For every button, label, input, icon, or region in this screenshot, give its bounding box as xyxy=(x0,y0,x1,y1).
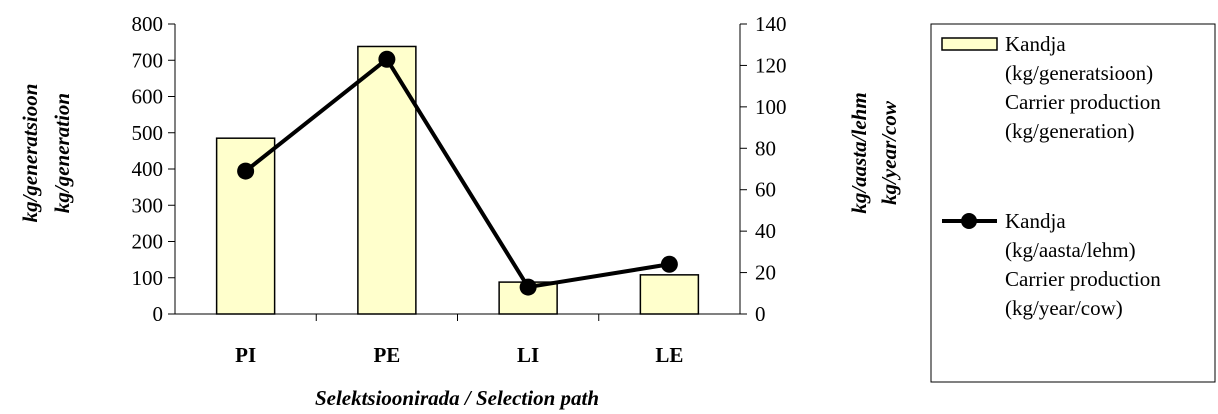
line-point-pe xyxy=(378,50,396,68)
x-axis-title: Selektsioonirada / Selection path xyxy=(315,386,599,410)
line-point-li xyxy=(519,278,537,296)
y-left-tick-label: 700 xyxy=(132,48,164,72)
x-tick-label-pe: PE xyxy=(373,343,400,367)
axes: 0 100 200 300 400 500 600 700 800 0 20 40 60 80 100 120… xyxy=(132,12,787,367)
y-right-tick-label: 0 xyxy=(755,302,766,326)
bar-series xyxy=(215,45,700,315)
legend-bar-line-2: (kg/generatsioon) xyxy=(1005,61,1153,85)
legend-line-line-1: Kandja xyxy=(1005,209,1066,233)
y-right-tick-label: 140 xyxy=(755,12,787,36)
y-left-tick-label: 300 xyxy=(132,193,164,217)
y-right-tick-label: 40 xyxy=(755,219,776,243)
legend-line-line-4: (kg/year/cow) xyxy=(1005,296,1123,320)
y-right-tick-label: 60 xyxy=(755,178,776,202)
y-axis-right-title-2: kg/year/cow xyxy=(877,100,901,205)
y-right-tick-label: 20 xyxy=(755,261,776,285)
y-axis-right-title-1: kg/aasta/lehm xyxy=(847,92,871,213)
legend-line-line-2: (kg/aasta/lehm) xyxy=(1005,238,1136,262)
y-right-tick-label: 120 xyxy=(755,53,787,77)
line-point-pi xyxy=(237,162,255,180)
y-left-tick-label: 400 xyxy=(132,157,164,181)
line-series xyxy=(237,50,678,296)
legend-line-marker xyxy=(961,213,977,229)
bar-le xyxy=(639,274,700,315)
y-right-tick-label: 80 xyxy=(755,136,776,160)
y-left-tick-label: 0 xyxy=(153,302,164,326)
line-path xyxy=(244,57,670,290)
y-left-tick-label: 500 xyxy=(132,121,164,145)
x-tick-label-pi: PI xyxy=(235,343,256,367)
y-axis-left-title-2: kg/generation xyxy=(50,93,74,213)
x-tick-label-le: LE xyxy=(655,343,683,367)
y-right-tick-label: 100 xyxy=(755,95,787,119)
x-tick-label-li: LI xyxy=(517,343,539,367)
legend-bar-line-3: Carrier production xyxy=(1005,90,1161,114)
bar-pe xyxy=(357,45,417,315)
legend-box xyxy=(930,23,1216,383)
y-left-tick-label: 200 xyxy=(132,230,164,254)
line-point-le xyxy=(660,255,678,273)
legend-bar-line-4: (kg/generation) xyxy=(1005,119,1134,143)
y-axis-left-title-1: kg/generatsioon xyxy=(18,84,42,223)
y-left-tick-label: 100 xyxy=(132,266,164,290)
legend-line-line-3: Carrier production xyxy=(1005,267,1161,291)
legend-bar-line-1: Kandja xyxy=(1005,32,1066,56)
y-left-tick-label: 800 xyxy=(132,12,164,36)
legend-bar-swatch xyxy=(941,37,998,51)
y-left-tick-label: 600 xyxy=(132,85,164,109)
legend: Kandja (kg/generatsioon) Carrier product… xyxy=(930,23,1216,383)
